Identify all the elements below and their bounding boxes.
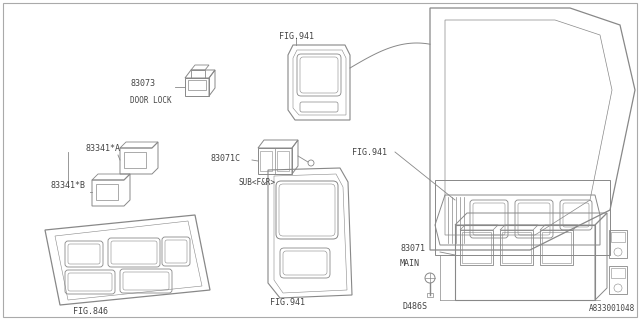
Text: 83341*B: 83341*B: [50, 180, 85, 189]
Bar: [460, 230, 493, 265]
Bar: [502, 232, 531, 263]
Bar: [124, 152, 146, 168]
Bar: [462, 232, 491, 263]
Text: 83341*A: 83341*A: [85, 143, 120, 153]
Text: DOOR LOCK: DOOR LOCK: [130, 95, 172, 105]
Text: FIG.941: FIG.941: [352, 148, 387, 157]
Text: A833001048: A833001048: [589, 304, 635, 313]
Bar: [609, 266, 627, 294]
Text: MAIN: MAIN: [400, 259, 420, 268]
Text: FIG.941: FIG.941: [270, 298, 305, 307]
Text: FIG.941: FIG.941: [278, 32, 314, 41]
Bar: [542, 232, 571, 263]
Bar: [191, 70, 205, 78]
Bar: [609, 230, 627, 258]
Bar: [185, 78, 209, 96]
Text: SUB<F&R>: SUB<F&R>: [238, 178, 275, 187]
Text: 83073: 83073: [130, 78, 155, 87]
Text: FIG.846: FIG.846: [72, 307, 108, 316]
Bar: [260, 151, 272, 171]
Bar: [611, 232, 625, 242]
Bar: [540, 230, 573, 265]
Bar: [188, 80, 206, 90]
Bar: [455, 225, 595, 300]
Bar: [427, 293, 433, 297]
Text: 83071C: 83071C: [210, 154, 240, 163]
Bar: [96, 184, 118, 200]
Text: D486S: D486S: [403, 302, 428, 311]
Bar: [258, 148, 292, 174]
Bar: [500, 230, 533, 265]
Bar: [611, 268, 625, 278]
Bar: [277, 151, 289, 171]
Text: 83071: 83071: [400, 244, 425, 252]
